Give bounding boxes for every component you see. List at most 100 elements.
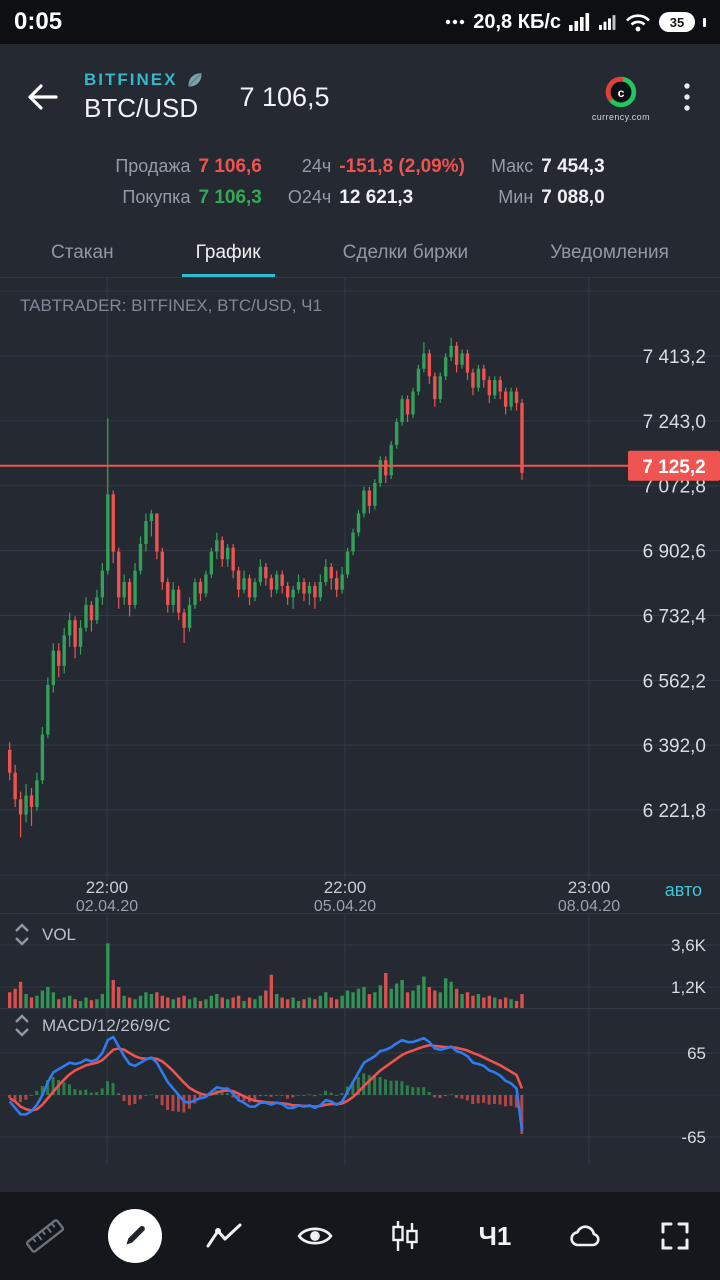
tab-exchange-trades[interactable]: Сделки биржи bbox=[342, 242, 469, 263]
candle-body bbox=[209, 551, 214, 575]
macd-hist-bar bbox=[78, 1090, 82, 1095]
macd-hist-bar bbox=[487, 1095, 491, 1105]
sell-value: 7 106,6 bbox=[198, 156, 262, 177]
auto-scroll-button[interactable]: авто bbox=[664, 880, 702, 900]
vol-bar bbox=[160, 995, 164, 1008]
candle-body bbox=[433, 376, 437, 400]
price-axis-label: 7 072,8 bbox=[643, 477, 706, 498]
macd-hist-bar bbox=[182, 1095, 186, 1113]
draw-tool-button[interactable] bbox=[98, 1199, 172, 1273]
vol-bar bbox=[444, 978, 448, 1008]
back-button[interactable] bbox=[0, 79, 84, 115]
vol-bar bbox=[449, 981, 453, 1008]
chart-type-button[interactable] bbox=[368, 1199, 442, 1273]
visibility-button[interactable] bbox=[278, 1199, 352, 1273]
candle-body bbox=[8, 749, 12, 773]
macd-hist-bar bbox=[378, 1077, 382, 1095]
macd-hist-bar bbox=[155, 1095, 159, 1099]
price-chart-canvas[interactable]: 7 413,2 7 243,0 7 072,8 6 902,6 6 732,4 6 562… bbox=[0, 278, 720, 880]
candle-body bbox=[444, 357, 448, 377]
candle-body bbox=[226, 547, 230, 560]
macd-hist-bar bbox=[498, 1095, 502, 1105]
macd-hist-bar bbox=[411, 1087, 415, 1095]
vol-bar bbox=[285, 999, 290, 1008]
macd-hist-bar bbox=[373, 1077, 377, 1095]
tab-orderbook[interactable]: Стакан bbox=[51, 242, 114, 263]
macd-panel-canvas[interactable]: 65 -65 bbox=[0, 1008, 720, 1165]
ruler-tool-button[interactable] bbox=[8, 1199, 82, 1273]
back-arrow-icon bbox=[28, 84, 58, 110]
vol-bar bbox=[389, 988, 393, 1008]
market-stats: Продажа 7 106,6 Покупка 7 106,3 24ч -151… bbox=[0, 156, 720, 209]
vol-bar bbox=[247, 997, 252, 1008]
vol-bar bbox=[220, 997, 224, 1008]
vol-bar bbox=[427, 987, 432, 1008]
currency-com-icon: c bbox=[605, 76, 637, 107]
macd-hist-bar bbox=[166, 1095, 170, 1110]
candle-body bbox=[454, 345, 459, 365]
macd-hist-bar bbox=[416, 1087, 420, 1095]
vol-bar bbox=[509, 999, 513, 1008]
candle-body bbox=[51, 650, 55, 685]
macd-hist-bar bbox=[482, 1095, 486, 1103]
vol-bar bbox=[117, 987, 121, 1008]
logo-label: currency.com bbox=[591, 111, 650, 122]
candle-body bbox=[18, 799, 23, 815]
fullscreen-button[interactable] bbox=[638, 1199, 712, 1273]
macd-collapse-down-button[interactable] bbox=[14, 1027, 30, 1037]
currency-com-logo[interactable]: c currency.com bbox=[592, 73, 650, 122]
vol-bar bbox=[378, 985, 382, 1008]
interval-button[interactable]: Ч1 bbox=[458, 1199, 532, 1273]
vol-bar bbox=[149, 994, 154, 1008]
macd-hist-bar bbox=[509, 1095, 513, 1106]
candle-body bbox=[29, 795, 34, 807]
vol-bar bbox=[394, 983, 399, 1008]
vol-bar bbox=[503, 997, 508, 1008]
vol-bar bbox=[465, 992, 470, 1008]
pair-block: BITFINEX BTC/USD bbox=[84, 70, 205, 124]
tab-alerts[interactable]: Уведомления bbox=[550, 242, 669, 263]
x-axis: авто 22:00 02.04.20 22:00 05.04.20 23:00 08.0… bbox=[0, 878, 720, 916]
overflow-menu-button[interactable] bbox=[654, 82, 720, 112]
volume-collapse-down-button[interactable] bbox=[14, 936, 30, 946]
vol-bar bbox=[226, 999, 230, 1008]
macd-hist-bar bbox=[106, 1081, 110, 1095]
volume-panel-canvas[interactable]: 3,6K 1,2K bbox=[0, 913, 720, 1008]
macd-hist-bar bbox=[351, 1081, 355, 1095]
x-axis-tick: 22:00 05.04.20 bbox=[313, 878, 377, 915]
macd-hist-bar bbox=[46, 1080, 50, 1095]
macd-hist-bar bbox=[253, 1095, 257, 1101]
volume-panel-header: VOL bbox=[14, 923, 76, 946]
cloud-sync-button[interactable] bbox=[548, 1199, 622, 1273]
candle-body bbox=[95, 597, 99, 621]
macd-hist-bar bbox=[144, 1095, 148, 1096]
vol-bar bbox=[351, 992, 355, 1008]
vol-bar bbox=[46, 987, 50, 1008]
vol-bar bbox=[209, 995, 214, 1008]
vol-bar bbox=[29, 997, 34, 1008]
candle-body bbox=[198, 582, 203, 594]
pair-name: BTC/USD bbox=[84, 93, 199, 123]
candle-body bbox=[204, 574, 208, 594]
macd-hist-bar bbox=[307, 1094, 311, 1096]
active-tool-circle bbox=[108, 1209, 162, 1263]
candle-body bbox=[291, 589, 295, 598]
vol-bar bbox=[460, 994, 464, 1008]
candle-body bbox=[400, 399, 404, 423]
macd-hist-bar bbox=[400, 1081, 404, 1095]
wifi-icon bbox=[626, 14, 650, 32]
candle-body bbox=[111, 494, 115, 552]
indicators-button[interactable] bbox=[188, 1199, 262, 1273]
macd-collapse-up-button[interactable] bbox=[14, 1014, 30, 1024]
macd-axis-label: 65 bbox=[687, 1044, 706, 1063]
vol-bar bbox=[258, 995, 263, 1008]
vol-bar bbox=[405, 992, 410, 1008]
volume-collapse-up-button[interactable] bbox=[14, 923, 30, 933]
tab-chart[interactable]: График bbox=[181, 242, 275, 277]
macd-hist-bar bbox=[84, 1089, 88, 1095]
macd-hist-bar bbox=[367, 1075, 371, 1095]
vol-bar bbox=[67, 995, 72, 1008]
vol-bar bbox=[280, 997, 284, 1008]
fullscreen-icon bbox=[661, 1222, 689, 1250]
chart-area[interactable]: 7 413,2 7 243,0 7 072,8 6 902,6 6 732,4 6 562… bbox=[0, 278, 720, 1192]
